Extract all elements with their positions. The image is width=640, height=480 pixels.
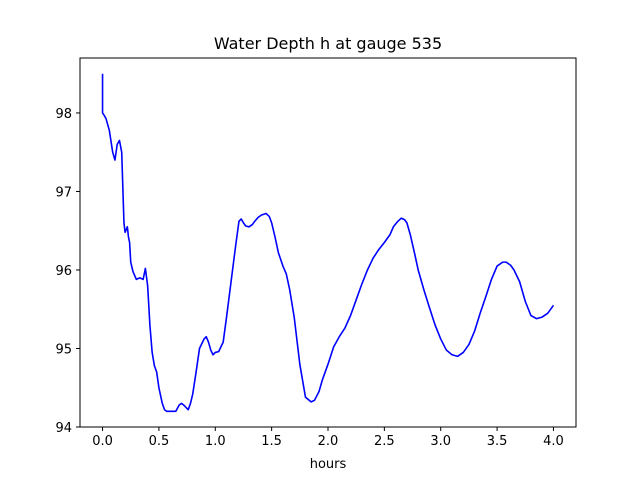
x-tick-label: 3.5 [487, 434, 508, 449]
x-axis-ticks: 0.0 0.5 1.0 1.5 2.0 2.5 3.0 3.5 4.0 [92, 427, 564, 449]
series-line [101, 73, 555, 413]
x-tick-label: 4.0 [543, 434, 564, 449]
y-tick-label: 94 [55, 421, 72, 436]
y-axis-ticks: 94 95 96 97 98 [55, 107, 80, 436]
x-tick-label: 2.0 [318, 434, 339, 449]
x-tick-label: 2.5 [374, 434, 395, 449]
chart-title: Water Depth h at gauge 535 [214, 34, 442, 53]
plot-area-frame [79, 57, 577, 428]
y-tick-label: 97 [55, 185, 72, 200]
x-tick-label: 0.5 [149, 434, 170, 449]
x-tick-label: 0.0 [92, 434, 113, 449]
y-tick-label: 95 [55, 342, 72, 357]
series-layer [101, 73, 555, 413]
x-tick-label: 3.0 [430, 434, 451, 449]
y-tick-label: 96 [55, 264, 72, 279]
x-tick-label: 1.5 [261, 434, 282, 449]
x-tick-label: 1.0 [205, 434, 226, 449]
y-tick-label: 98 [55, 107, 72, 122]
x-axis-label: hours [310, 457, 347, 472]
